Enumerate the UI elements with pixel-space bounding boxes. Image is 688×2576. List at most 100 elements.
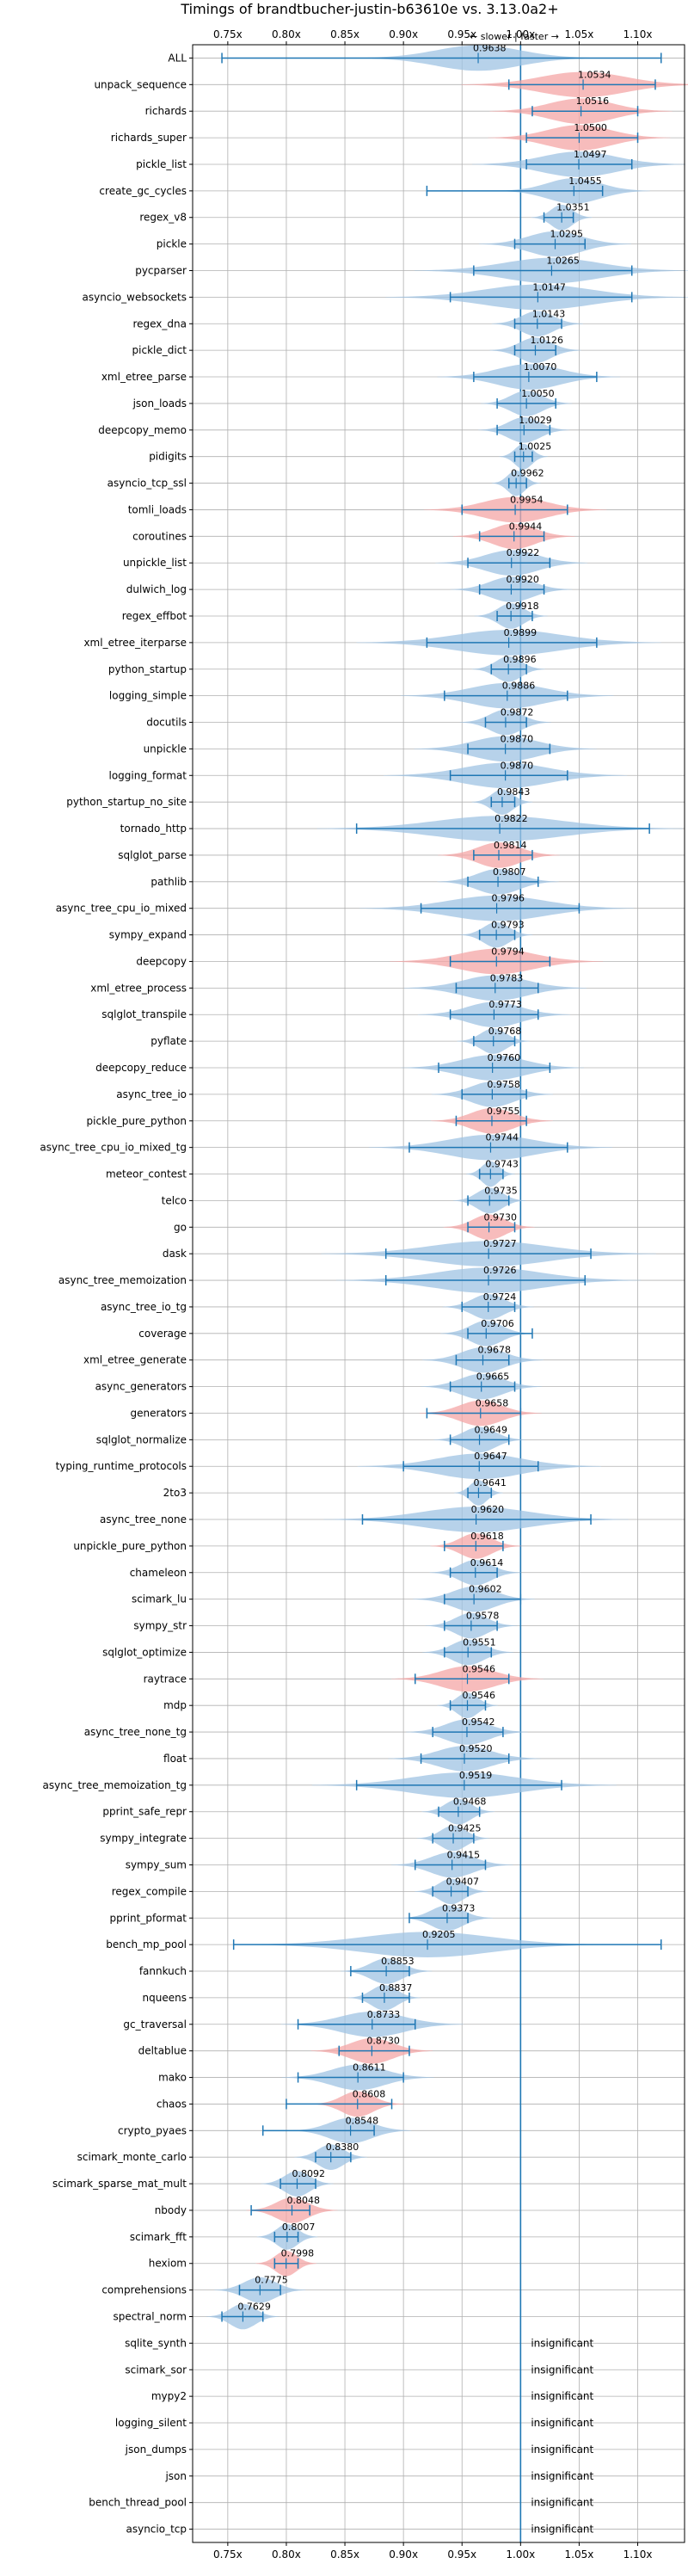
benchmark-label: unpack_sequence [94,78,187,90]
insignificant-label: insignificant [531,2363,593,2376]
benchmark-label: sqlglot_normalize [96,1433,187,1445]
benchmark-label: xml_etree_generate [83,1354,187,1366]
violin-value-label: 1.0455 [568,176,602,187]
violin-value-label: 1.0497 [574,149,607,160]
benchmark-label: async_tree_io_tg [101,1301,187,1313]
benchmark-label: ALL [168,52,187,64]
violin-value-label: 1.0050 [521,388,555,399]
violin-value-label: 0.8730 [366,2036,400,2047]
violin-value-label: 0.9520 [459,1743,493,1754]
violin-value-label: 1.0265 [546,256,580,267]
x-tick-label-top: 0.75x [213,28,243,40]
benchmark-label: float [163,1753,187,1765]
y-tick-labels: ALL unpack_sequence richards richards_super… [40,52,187,2535]
benchmark-label: python_startup [108,663,187,675]
chart-title: Timings of brandtbucher-justin-b63610e v… [180,1,558,17]
benchmark-label: unpickle [144,743,187,755]
plot-layer: 0.9638 1.0534 1.0516 1.0500 1.0497 1.0455 1.03… [206,42,688,2536]
benchmark-label: gc_traversal [123,2018,187,2031]
benchmark-label: pprint_pformat [110,1912,187,1924]
violin-value-label: 0.9758 [487,1079,520,1090]
benchmark-label: asyncio_tcp [126,2524,187,2536]
benchmark-label: nqueens [143,1992,187,2004]
violin-value-label: 0.9954 [510,494,544,505]
benchmark-label: generators [130,1407,187,1419]
violin-value-label: 0.9783 [490,972,524,983]
violin-value-label: 0.9735 [484,1185,518,1196]
benchmark-label: deepcopy_memo [98,424,187,436]
benchmark-label: sqlglot_parse [118,849,187,861]
benchmark-label: bench_thread_pool [89,2497,187,2509]
x-tick-label-bottom: 0.85x [330,2548,359,2561]
benchmark-label: pickle_dict [132,344,187,356]
violin-value-label: 0.9794 [491,946,525,957]
violin-value-label: 0.9425 [448,1823,482,1834]
violin-value-label: 0.9962 [511,468,544,479]
benchmark-label: unpickle_list [123,557,187,569]
benchmark-label: unpickle_pure_python [73,1540,187,1552]
benchmark-label: async_tree_io [116,1088,187,1100]
benchmark-label: sqlite_synth [125,2337,187,2349]
violin-value-label: 1.0516 [576,96,610,107]
plot-frame [192,44,685,2543]
violin-value-label: 0.9922 [507,547,540,558]
benchmark-label: deepcopy [136,955,187,967]
violin-value-label: 0.9744 [485,1132,519,1143]
benchmark-label: xml_etree_process [90,982,187,994]
benchmark-label: pycparser [135,265,187,277]
violin-value-label: 1.0126 [530,335,563,346]
violin-value-label: 0.9658 [476,1397,509,1408]
violin-value-label: 0.9755 [487,1106,520,1117]
benchmark-label: mdp [163,1699,187,1711]
violin-value-label: 0.9519 [459,1770,493,1781]
violin-value-label: 0.8548 [346,2115,379,2126]
violin-value-label: 0.7629 [237,2301,271,2312]
violin-value-label: 0.8853 [381,1956,415,1967]
benchmark-label: async_tree_none_tg [84,1726,187,1738]
violin-value-label: 0.8733 [367,2009,401,2020]
violin-value-label: 0.9896 [503,654,537,665]
insignificant-label: insignificant [531,2470,593,2482]
benchmark-label: async_tree_none [100,1513,187,1525]
benchmark-label: coroutines [132,530,187,542]
x-tick-label-top: 1.05x [565,28,594,40]
benchmark-label: async_tree_memoization_tg [43,1779,187,1791]
x-tick-label-bottom: 0.95x [447,2548,476,2561]
violin-value-label: 0.9918 [506,601,539,612]
x-tick-label-bottom: 0.75x [213,2548,243,2561]
benchmark-label: nbody [155,2204,187,2216]
benchmark-label: pickle [157,238,187,250]
violin-value-label: 0.8048 [286,2195,320,2206]
x-tick-label-bottom: 0.90x [389,2548,418,2561]
benchmark-label: pprint_safe_repr [102,1806,187,1818]
benchmark-label: regex_effbot [122,610,187,622]
benchmark-label: regex_dna [132,317,187,330]
violin-value-label: 0.9468 [453,1796,487,1808]
benchmark-label: logging_format [108,769,187,781]
benchmark-label: chameleon [130,1567,187,1579]
benchmark-label: coverage [138,1328,187,1340]
benchmark-label: async_tree_cpu_io_mixed [56,903,187,915]
benchmark-label: sqlglot_transpile [101,1008,187,1020]
violin-value-label: 0.9872 [501,707,534,718]
benchmark-label: dulwich_log [126,583,187,595]
x-tick-label-bottom: 1.10x [624,2548,653,2561]
benchmark-label: asyncio_websockets [83,291,187,303]
benchmark-label: bench_mp_pool [106,1938,187,1950]
benchmark-label: asyncio_tcp_ssl [108,478,187,490]
benchmark-label: pyflate [150,1035,187,1047]
violin-value-label: 0.9773 [488,999,522,1010]
violin-value-label: 0.7998 [281,2248,315,2259]
violin-value-label: 0.9843 [497,786,531,798]
violin-value-label: 1.0070 [524,361,557,373]
violin-value-label: 0.9724 [483,1291,517,1303]
violin-value-label: 0.9886 [502,681,536,692]
violin-value-label: 0.9546 [463,1690,496,1701]
violin-value-label: 0.9706 [481,1318,514,1329]
grid-layer [189,41,685,2546]
violin-value-label: 0.9899 [504,627,538,638]
insignificant-label: insignificant [531,2390,593,2402]
violin-value-label: 0.8611 [353,2062,386,2074]
